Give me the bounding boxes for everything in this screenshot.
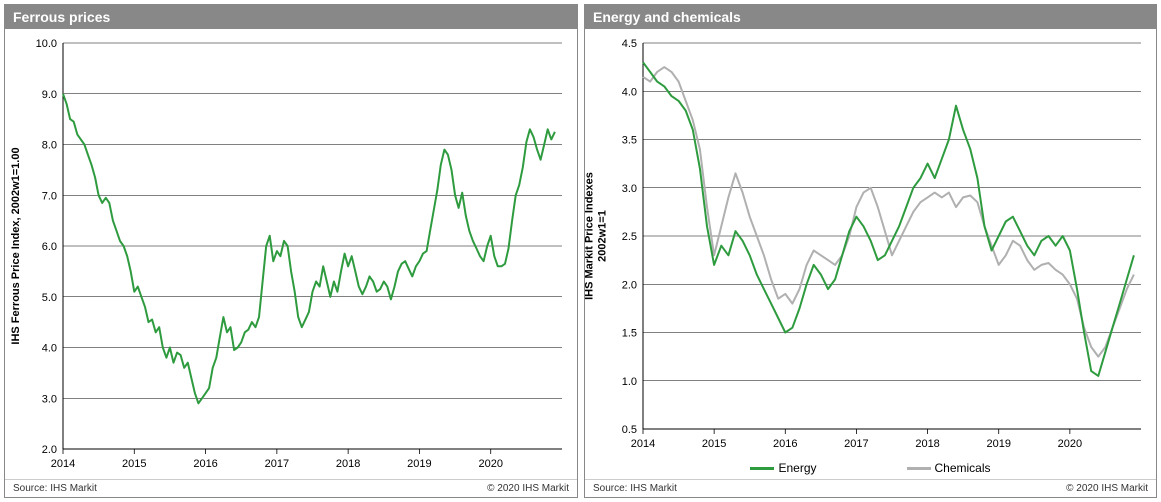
svg-text:6.0: 6.0 xyxy=(42,241,57,253)
svg-text:2019: 2019 xyxy=(407,458,431,470)
svg-text:2015: 2015 xyxy=(702,438,726,450)
chart-ferrous: 2.0 3.0 4.0 5.0 6.0 7.0 8.0 9.0 10.0 2014 2015 2016… xyxy=(5,29,577,479)
svg-text:3.0: 3.0 xyxy=(622,183,637,195)
svg-text:2018: 2018 xyxy=(336,458,360,470)
svg-text:4.0: 4.0 xyxy=(622,86,637,98)
svg-text:2.5: 2.5 xyxy=(622,231,637,243)
chart-svg-energy: 0.5 1.0 1.5 2.0 2.5 3.0 3.5 4.0 4.5 2014 2015 2016 2… xyxy=(585,29,1156,459)
legend-energy: Energy Chemicals xyxy=(585,459,1156,479)
source-text: Source: IHS Markit xyxy=(593,483,677,494)
svg-text:0.5: 0.5 xyxy=(622,424,637,436)
svg-text:2015: 2015 xyxy=(122,458,146,470)
svg-text:4.0: 4.0 xyxy=(42,343,57,355)
svg-text:4.5: 4.5 xyxy=(622,38,637,50)
legend-label-energy: Energy xyxy=(778,461,816,475)
legend-label-chemicals: Chemicals xyxy=(935,461,991,475)
svg-text:2.0: 2.0 xyxy=(42,444,57,456)
legend-item-energy: Energy xyxy=(750,461,816,475)
svg-text:3.5: 3.5 xyxy=(622,135,637,147)
svg-text:1.0: 1.0 xyxy=(622,376,637,388)
svg-text:2020: 2020 xyxy=(1058,438,1082,450)
svg-text:3.0: 3.0 xyxy=(42,393,57,405)
svg-text:1.5: 1.5 xyxy=(622,328,637,340)
svg-text:10.0: 10.0 xyxy=(36,38,57,50)
svg-text:2.0: 2.0 xyxy=(622,279,637,291)
svg-text:9.0: 9.0 xyxy=(42,89,57,101)
panel-energy: Energy and chemicals 0.5 1.0 1.5 2.0 2.5 3.0 3… xyxy=(584,4,1157,498)
svg-text:2017: 2017 xyxy=(844,438,868,450)
svg-text:2014: 2014 xyxy=(631,438,655,450)
svg-text:2019: 2019 xyxy=(986,438,1010,450)
svg-text:5.0: 5.0 xyxy=(42,292,57,304)
panel-title-ferrous: Ferrous prices xyxy=(5,5,577,29)
svg-text:2018: 2018 xyxy=(915,438,939,450)
svg-text:IHS Ferrous Price Index, 2002w: IHS Ferrous Price Index, 2002w1=1.00 xyxy=(10,147,22,344)
copyright-text: © 2020 IHS Markit xyxy=(487,483,569,494)
svg-text:2002w1=1: 2002w1=1 xyxy=(597,210,609,262)
legend-item-chemicals: Chemicals xyxy=(907,461,991,475)
svg-text:2016: 2016 xyxy=(193,458,217,470)
svg-text:2017: 2017 xyxy=(265,458,289,470)
footer-energy: Source: IHS Markit © 2020 IHS Markit xyxy=(585,479,1156,497)
svg-text:2020: 2020 xyxy=(478,458,502,470)
panel-ferrous: Ferrous prices 2.0 3.0 4.0 5.0 6.0 7.0 8.0 9.0 1… xyxy=(4,4,578,498)
legend-swatch-chemicals xyxy=(907,467,931,470)
copyright-text: © 2020 IHS Markit xyxy=(1066,483,1148,494)
svg-text:2016: 2016 xyxy=(773,438,797,450)
svg-text:8.0: 8.0 xyxy=(42,140,57,152)
svg-text:7.0: 7.0 xyxy=(42,190,57,202)
source-text: Source: IHS Markit xyxy=(13,483,97,494)
legend-swatch-energy xyxy=(750,467,774,470)
panel-title-energy: Energy and chemicals xyxy=(585,5,1156,29)
svg-text:IHS Markit Price Indexes: IHS Markit Price Indexes xyxy=(585,172,596,300)
svg-text:2014: 2014 xyxy=(51,458,75,470)
footer-ferrous: Source: IHS Markit © 2020 IHS Markit xyxy=(5,479,577,497)
chart-energy: 0.5 1.0 1.5 2.0 2.5 3.0 3.5 4.0 4.5 2014 2015 2016 2… xyxy=(585,29,1156,459)
charts-row: Ferrous prices 2.0 3.0 4.0 5.0 6.0 7.0 8.0 9.0 1… xyxy=(4,4,1157,498)
chart-svg-ferrous: 2.0 3.0 4.0 5.0 6.0 7.0 8.0 9.0 10.0 2014 2015 2016… xyxy=(5,29,577,479)
